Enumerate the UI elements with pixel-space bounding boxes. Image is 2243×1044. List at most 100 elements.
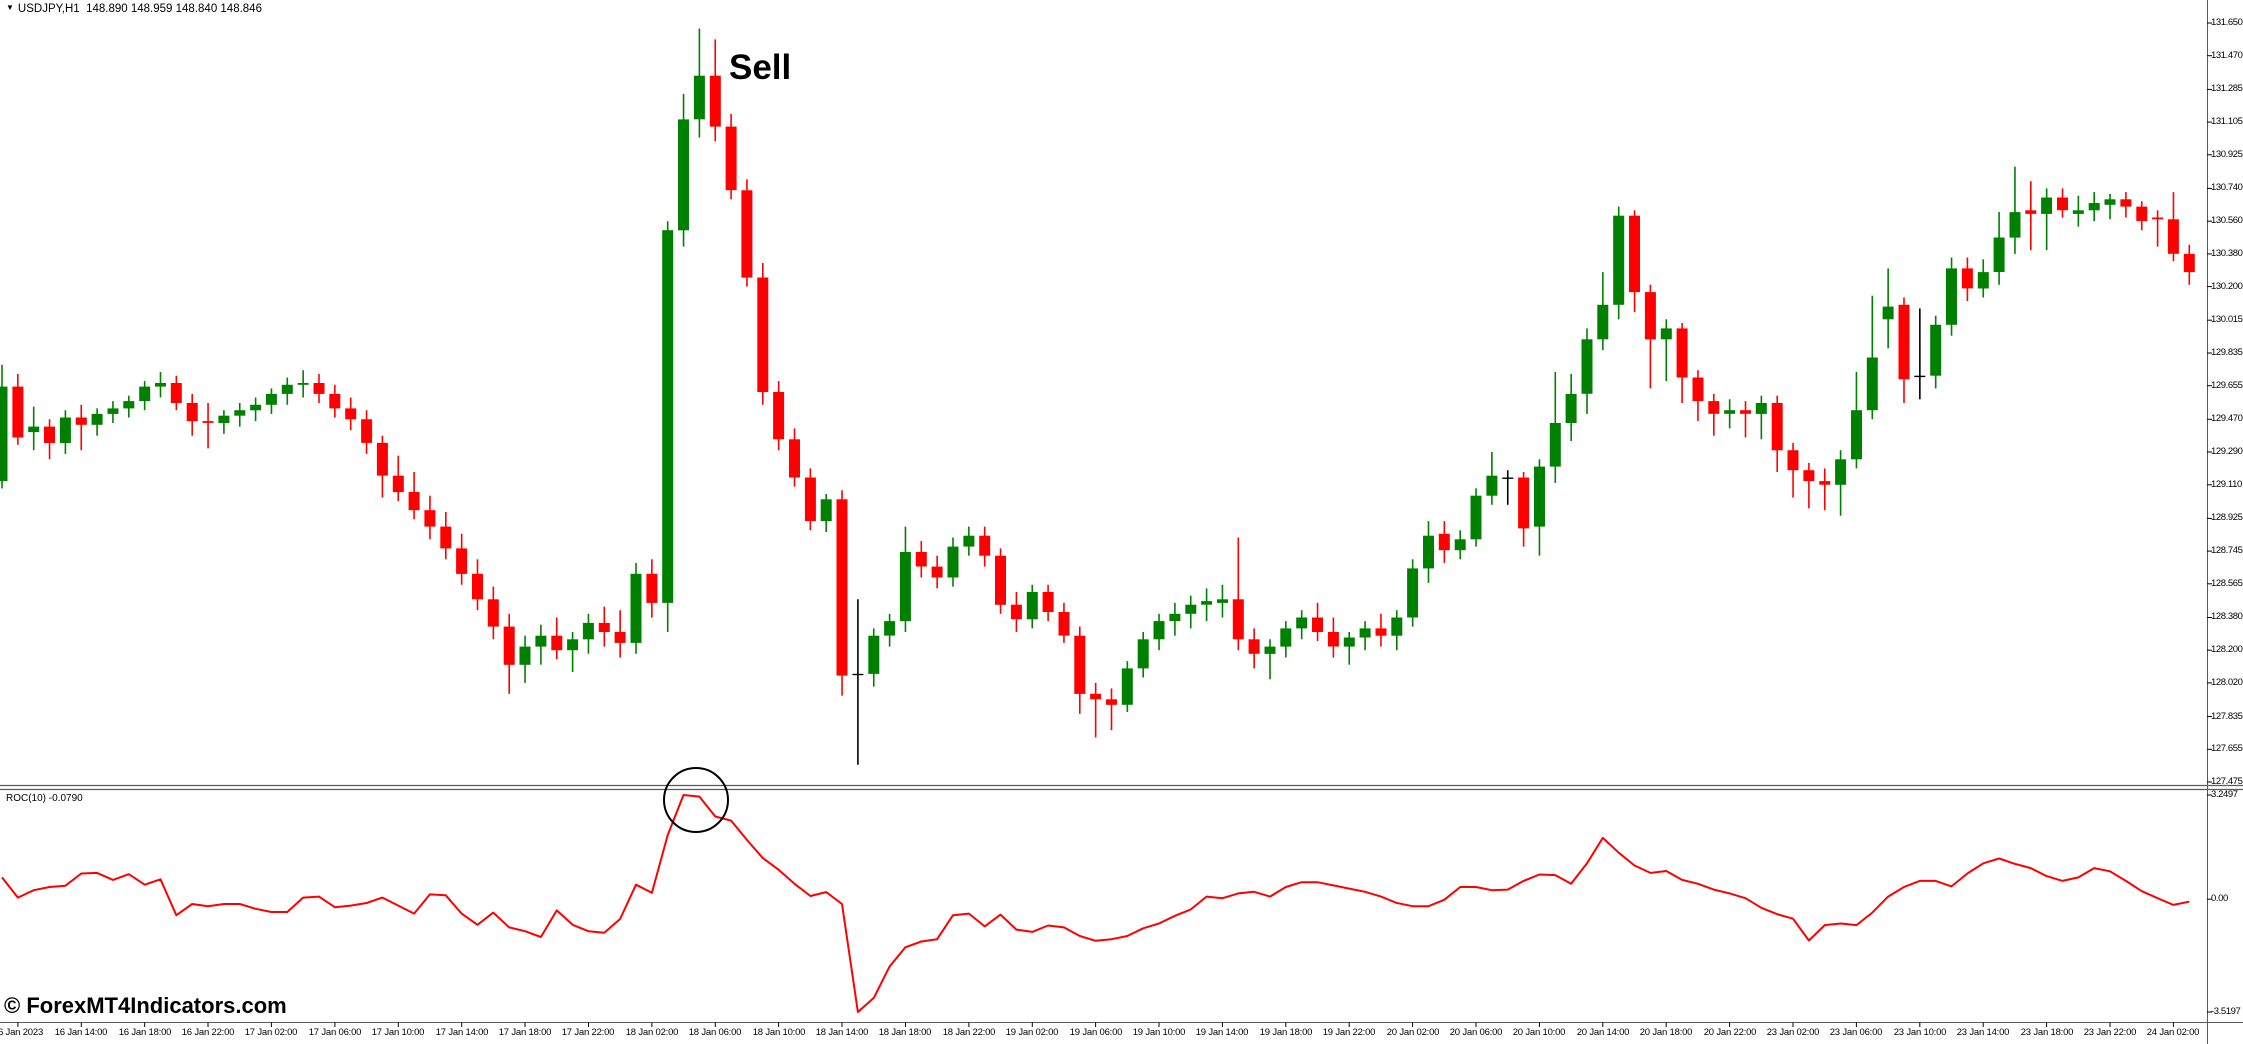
candle-body [1629,215,1640,293]
time-axis-label: 23 Jan 14:00 [1956,1027,2010,1038]
candle-body [376,442,388,476]
candle-body [709,75,721,127]
price-axis-label: 127.655 [2211,743,2243,754]
candle-body [155,383,166,387]
time-axis-label: 17 Jan 02:00 [244,1027,298,1038]
candle-body [567,639,579,651]
sell-signal-label: Sell [729,48,792,87]
price-axis-label: 130.925 [2211,149,2243,160]
candle-body [1137,639,1149,669]
candle-body [1201,601,1213,605]
time-axis-label: 20 Jan 10:00 [1512,1027,1566,1038]
candle-body [1486,475,1498,496]
price-axis-label: 131.105 [2211,116,2243,127]
candle-body [1280,628,1292,647]
candle-body [1423,535,1434,569]
indicator-axis-label: -3.5197 [2211,1006,2241,1017]
candle-body [1882,306,1894,320]
candle-body [1819,481,1831,485]
candle-body [1565,393,1577,423]
time-axis-label: 20 Jan 22:00 [1703,1027,1757,1038]
time-axis-label: 19 Jan 14:00 [1195,1027,1249,1038]
price-axis-label: 127.475 [2211,776,2243,787]
time-axis-label: 23 Jan 22:00 [2083,1027,2137,1038]
candle-body [804,477,816,522]
candle-body [1312,617,1323,632]
candle-body [1169,613,1181,622]
candle-body [820,499,832,522]
candle-body [456,548,468,574]
candle-body [1898,304,1910,380]
candle-body [1676,328,1688,378]
candle-body [503,626,515,665]
candle-body [1391,617,1403,636]
time-axis-label: 18 Jan 10:00 [752,1027,806,1038]
candle-body [852,673,864,676]
candle-body [789,439,800,478]
candle-body [1042,592,1054,612]
indicator-name-label: ROC(10) -0.0790 [6,793,83,804]
indicator-pane[interactable] [0,790,2207,1022]
price-axis-label: 128.745 [2211,545,2243,556]
watermark: © ForexMT4Indicators.com [4,993,287,1018]
candle-body [947,546,959,578]
candle-body [139,386,151,402]
candle-body [1153,621,1165,640]
candle-body [693,75,705,120]
candle-body [1121,668,1133,705]
candle-body [1454,539,1466,551]
candle-body [1835,459,1847,485]
time-axis-label: 24 Jan 02:00 [2146,1027,2200,1038]
price-axis-label: 130.200 [2211,281,2243,292]
candle-body [1803,470,1815,482]
candle-body [313,383,325,394]
candle-body [2009,212,2021,238]
candle-body [630,573,642,643]
time-axis-label: 23 Jan 02:00 [1766,1027,1820,1038]
price-axis-label: 128.925 [2211,512,2243,523]
candle-body [1090,693,1102,700]
candle-body [582,622,594,640]
candle-body [963,535,975,547]
candle-body [1534,466,1545,527]
candle-body [868,635,880,674]
candle-body [678,119,689,231]
candle-body [1185,604,1197,614]
candle-body [123,401,135,409]
candle-body [915,552,927,567]
signal-circle-annotation [663,767,729,833]
price-axis-label: 129.290 [2211,446,2243,457]
candle-body [361,419,373,443]
candle-body [1549,423,1561,467]
candle-body [297,383,309,385]
candle-body [12,386,24,438]
candle-body [1359,628,1371,638]
candle-body [218,415,230,423]
indicator-axis-label: 3.2497 [2211,789,2238,800]
candle-body [424,510,436,527]
price-axis-label: 127.835 [2211,711,2243,722]
candle-body [979,535,991,556]
price-axis-label: 129.835 [2211,347,2243,358]
time-axis-label: 20 Jan 18:00 [1639,1027,1693,1038]
candle-body [2183,253,2195,273]
price-chart-pane[interactable] [0,0,2207,784]
candle-body [646,573,658,603]
candle-body [1724,410,1736,414]
candle-body [2167,219,2179,254]
candle-body [884,621,896,636]
candle-body [329,393,341,409]
time-axis-label: 20 Jan 02:00 [1386,1027,1440,1038]
time-axis-label: 19 Jan 02:00 [1005,1027,1059,1038]
candle-body [535,635,547,647]
price-axis-label: 131.650 [2211,17,2243,28]
chart-symbol: USDJPY,H1 [17,3,80,15]
candle-body [836,499,848,676]
price-axis-label: 131.470 [2211,50,2243,61]
candle-body [91,413,103,425]
candle-body [75,417,87,425]
candle-body [725,126,737,191]
time-axis-label: 18 Jan 02:00 [625,1027,679,1038]
candle-body [107,408,119,414]
time-axis-label: 18 Jan 22:00 [942,1027,996,1038]
